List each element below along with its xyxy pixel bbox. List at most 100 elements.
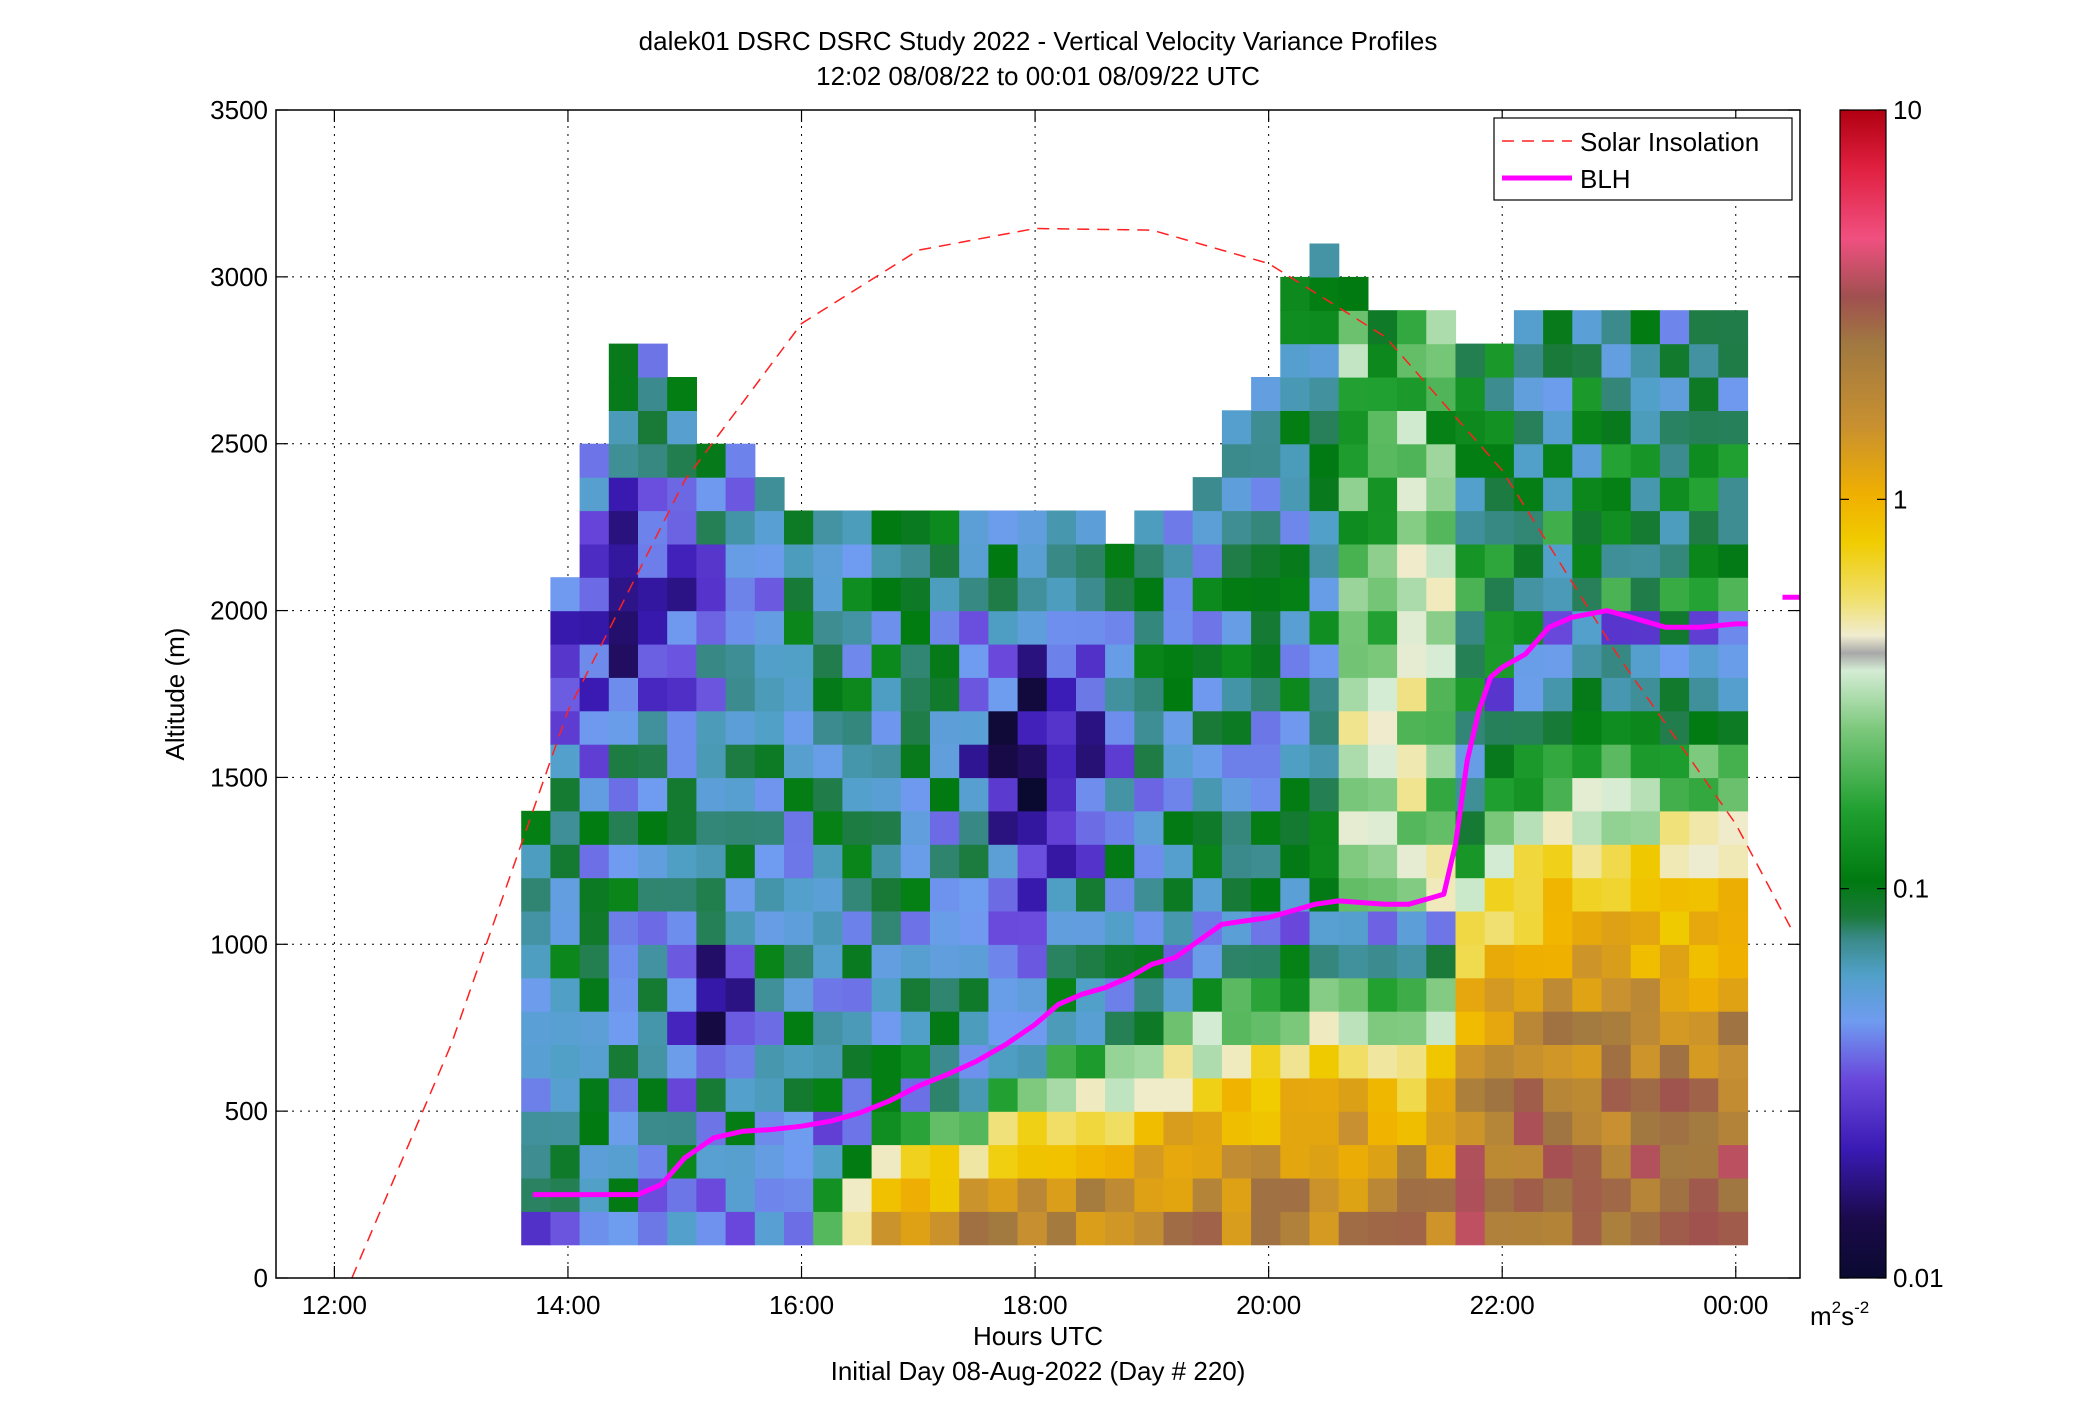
heatmap-cell (1251, 744, 1281, 779)
heatmap-cell (1543, 443, 1573, 478)
heatmap-cell (667, 443, 697, 478)
heatmap-cell (1426, 810, 1457, 845)
heatmap-cell (1426, 443, 1457, 478)
heatmap-cell (1163, 1211, 1194, 1246)
heatmap-cell (1163, 510, 1194, 545)
series-lines (351, 227, 1800, 1278)
heatmap-cell (1484, 944, 1515, 979)
heatmap-cell (1192, 1111, 1223, 1146)
heatmap-cell (1046, 643, 1077, 678)
heatmap-cell (638, 977, 668, 1012)
y-tick-label: 3000 (210, 262, 268, 292)
heatmap-cell (1455, 577, 1486, 612)
heatmap-cell (1601, 1177, 1632, 1212)
heatmap-cell (1163, 777, 1194, 812)
heatmap-cell (1484, 1211, 1515, 1246)
heatmap-cell (1397, 510, 1427, 545)
heatmap-cell (784, 610, 814, 645)
heatmap-cell (608, 1144, 639, 1179)
heatmap-cell (667, 710, 697, 745)
heatmap-cell (1543, 577, 1573, 612)
heatmap-cell (550, 1211, 581, 1246)
heatmap-cell (1484, 443, 1515, 478)
heatmap-cell (1192, 1144, 1223, 1179)
heatmap-cell (1513, 443, 1544, 478)
heatmap-cell (1455, 844, 1486, 879)
heatmap-cell (1689, 777, 1719, 812)
heatmap-cell (725, 910, 756, 945)
heatmap-cell (608, 1077, 639, 1112)
heatmap-cell (1689, 543, 1719, 578)
heatmap-cell (754, 1077, 785, 1112)
heatmap-cell (638, 844, 668, 879)
heatmap-cell (1280, 343, 1311, 378)
heatmap-cell (1397, 744, 1427, 779)
heatmap-cell (1630, 410, 1661, 445)
heatmap-cell (1455, 1044, 1486, 1079)
heatmap-cell (930, 543, 960, 578)
heatmap-cell (725, 510, 756, 545)
heatmap-cell (1484, 1044, 1515, 1079)
heatmap-cell (1455, 543, 1486, 578)
heatmap-cell (930, 1111, 960, 1146)
heatmap-cell (871, 910, 902, 945)
heatmap-cell (667, 577, 697, 612)
heatmap-cell (1513, 1211, 1544, 1246)
heatmap-cell (1338, 343, 1369, 378)
heatmap-cell (1543, 844, 1573, 879)
heatmap-cell (1221, 710, 1252, 745)
heatmap-cell (1572, 1111, 1603, 1146)
heatmap-cell (1601, 343, 1632, 378)
heatmap-cell (579, 877, 610, 912)
heatmap-cell (959, 744, 989, 779)
heatmap-cell (1601, 777, 1632, 812)
heatmap-cell (1718, 844, 1749, 879)
heatmap-cell (1280, 1011, 1311, 1045)
heatmap-cell (1718, 1211, 1749, 1246)
heatmap-cell (667, 844, 697, 879)
heatmap-cell (1718, 677, 1749, 712)
heatmap-cell (1397, 343, 1427, 378)
heatmap-cell (813, 777, 843, 812)
heatmap-cell (1455, 610, 1486, 645)
heatmap-cell (1659, 910, 1690, 945)
heatmap-cell (1046, 1077, 1077, 1112)
heatmap-cell (696, 543, 727, 578)
heatmap-cell (1689, 677, 1719, 712)
heatmap-cell (1309, 543, 1340, 578)
heatmap-cell (900, 1111, 931, 1146)
heatmap-cell (696, 1077, 727, 1112)
heatmap-cell (1630, 677, 1661, 712)
heatmap-cell (667, 377, 697, 411)
heatmap-cell (1309, 1144, 1340, 1179)
heatmap-cell (1163, 543, 1194, 578)
heatmap-cell (1484, 510, 1515, 545)
heatmap-cell (725, 1044, 756, 1079)
heatmap-cell (1309, 510, 1340, 545)
heatmap-cell (725, 1011, 756, 1045)
heatmap-cell (1659, 443, 1690, 478)
heatmap-cell (550, 1144, 581, 1179)
heatmap-cell (579, 477, 610, 512)
heatmap-cell (1455, 1077, 1486, 1112)
heatmap-cell (1280, 1211, 1311, 1246)
heatmap-cell (1338, 877, 1369, 912)
plot-area: 12:00 14:00 16:00 18:00 20:00 22:00 00:00 0 500… (210, 95, 1801, 1320)
heatmap-cell (1397, 443, 1427, 478)
heatmap-cell (784, 877, 814, 912)
heatmap-cell (1134, 910, 1165, 945)
heatmap-cell (1426, 1011, 1457, 1045)
heatmap-cell (1309, 810, 1340, 845)
heatmap-cell (725, 977, 756, 1012)
heatmap-cell (1105, 543, 1135, 578)
heatmap-cell (1163, 643, 1194, 678)
heatmap-cell (1630, 510, 1661, 545)
heatmap-cell (1105, 744, 1135, 779)
heatmap-cell (842, 777, 873, 812)
heatmap-cell (696, 510, 727, 545)
heatmap-cell (1192, 1177, 1223, 1212)
heatmap-cell (579, 610, 610, 645)
heatmap-cell (1309, 910, 1340, 945)
heatmap-cell (1630, 710, 1661, 745)
heatmap-cell (1134, 777, 1165, 812)
